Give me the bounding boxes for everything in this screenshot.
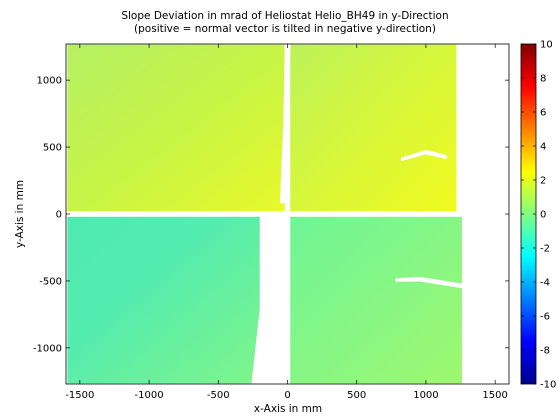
- x-tick-label: 0: [284, 390, 290, 401]
- colorbar-ticks: 10 8 6 4 2 0 -2 -4 -6 -8 -10: [521, 40, 556, 391]
- chart-subtitle: (positive = normal vector is tilted in n…: [134, 23, 436, 35]
- colorbar-tick-label: -6: [540, 312, 550, 323]
- colorbar-tick-label: -10: [540, 380, 556, 391]
- colorbar-tick-label: 0: [540, 210, 546, 221]
- facet-lower-left: [67, 216, 260, 384]
- chart-title: Slope Deviation in mrad of Heliostat Hel…: [121, 10, 448, 22]
- colorbar-tick-label: 2: [540, 176, 546, 187]
- colorbar: 10 8 6 4 2 0 -2 -4 -6 -8 -10: [520, 40, 556, 391]
- x-tick-label: 1000: [413, 390, 438, 401]
- facet-upper-right: [290, 44, 457, 212]
- x-tick-label: 500: [347, 390, 366, 401]
- facet-upper-left: [67, 44, 285, 212]
- y-tick-label: -1000: [33, 343, 62, 354]
- plot-area: -1500 -1000 -500 0 500 1000 1500 -1000 -500 0 500…: [33, 43, 510, 401]
- x-tick-label: -1000: [135, 390, 164, 401]
- x-ticks: -1500 -1000 -500 0 500 1000 1500: [65, 44, 508, 401]
- colorbar-tick-label: 6: [540, 108, 546, 119]
- colorbar-tick-label: -2: [540, 244, 550, 255]
- x-tick-label: -1500: [65, 390, 94, 401]
- facet-notch-lower-right: [395, 276, 462, 289]
- x-axis-label: x-Axis in mm: [254, 403, 322, 415]
- facet-lower-right: [290, 216, 462, 384]
- y-axis-label: y-Axis in mm: [14, 180, 26, 248]
- facet-gap-upper: [279, 44, 291, 204]
- y-tick-label: 500: [43, 143, 62, 154]
- facets-layer: [66, 44, 509, 384]
- y-tick-label: 0: [56, 210, 62, 221]
- y-ticks: -1000 -500 0 500 1000: [33, 76, 509, 354]
- y-tick-label: -500: [39, 276, 62, 287]
- y-tick-label: 1000: [37, 76, 62, 87]
- colorbar-tick-label: -4: [540, 278, 550, 289]
- x-tick-label: -500: [207, 390, 230, 401]
- colorbar-tick-label: 4: [540, 142, 546, 153]
- colorbar-tick-label: 8: [540, 74, 546, 85]
- facet-gap-lower: [251, 216, 282, 384]
- facet-gap-horizontal: [66, 211, 509, 217]
- colorbar-tick-label: 10: [540, 40, 553, 51]
- colorbar-tick-label: -8: [540, 346, 550, 357]
- facet-notch-upper-right: [401, 149, 447, 162]
- x-tick-label: 1500: [482, 390, 507, 401]
